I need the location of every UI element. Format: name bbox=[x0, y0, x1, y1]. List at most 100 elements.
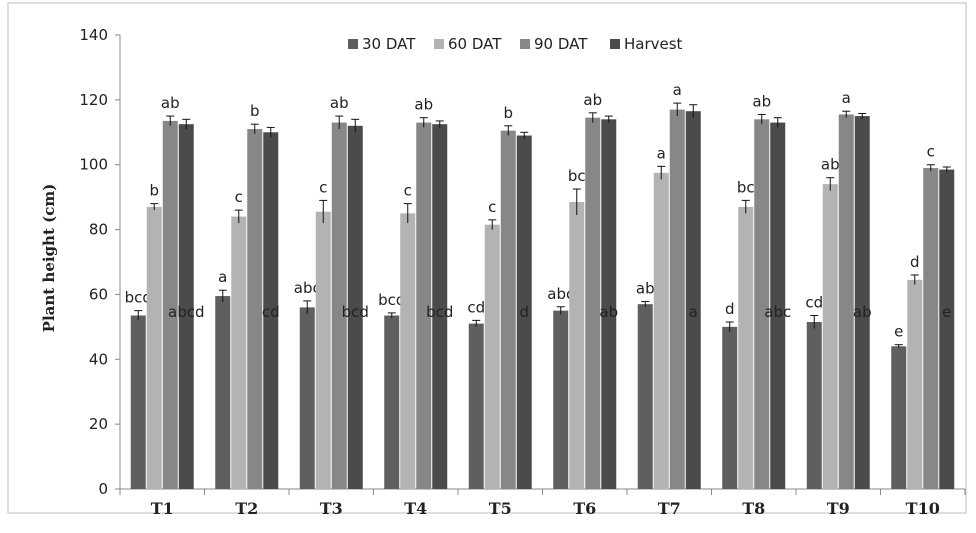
significance-label: cd bbox=[262, 303, 280, 321]
significance-label: a bbox=[218, 268, 227, 286]
significance-label: d bbox=[910, 253, 920, 271]
significance-label: abcd bbox=[168, 303, 204, 321]
x-tick-label: T5 bbox=[489, 499, 512, 518]
x-tick-label: T10 bbox=[906, 499, 940, 518]
significance-label: a bbox=[689, 303, 698, 321]
x-tick-label: T4 bbox=[404, 499, 427, 518]
significance-label: b bbox=[250, 102, 260, 120]
significance-label: a bbox=[842, 89, 851, 107]
x-tick-label: T8 bbox=[742, 499, 765, 518]
bar bbox=[601, 119, 617, 490]
x-tick-label: T9 bbox=[827, 499, 850, 518]
significance-label: bcd bbox=[125, 289, 152, 307]
bar bbox=[891, 346, 907, 489]
bar bbox=[569, 202, 585, 489]
significance-label: c bbox=[235, 188, 243, 206]
x-tick-label: T1 bbox=[151, 499, 174, 518]
bar bbox=[806, 321, 822, 489]
significance-label: ab bbox=[821, 156, 840, 174]
significance-label: bcd bbox=[342, 303, 369, 321]
bar bbox=[722, 326, 738, 489]
bar bbox=[162, 120, 178, 489]
bar bbox=[516, 135, 532, 489]
legend: 30 DAT 60 DAT 90 DAT Harvest bbox=[348, 35, 683, 53]
y-tick-label: 60 bbox=[89, 285, 108, 303]
y-tick-label: 140 bbox=[79, 26, 108, 44]
legend-label: 60 DAT bbox=[448, 35, 502, 53]
bar bbox=[854, 116, 870, 490]
bar bbox=[416, 122, 432, 490]
significance-label: a bbox=[657, 144, 666, 162]
x-tick-label: T2 bbox=[235, 499, 258, 518]
significance-label: b bbox=[503, 104, 513, 122]
y-tick-label: 40 bbox=[89, 350, 108, 368]
x-tick-label: T6 bbox=[573, 499, 596, 518]
bar bbox=[923, 167, 939, 489]
significance-label: e bbox=[942, 303, 951, 321]
significance-label: b bbox=[149, 182, 159, 200]
bar bbox=[331, 122, 347, 490]
bar bbox=[685, 111, 701, 489]
bar bbox=[838, 114, 854, 489]
significance-label: d bbox=[725, 300, 735, 318]
significance-label: cd bbox=[467, 298, 485, 316]
y-tick-label: 120 bbox=[79, 91, 108, 109]
bar bbox=[178, 124, 194, 489]
bar bbox=[585, 117, 601, 489]
bar bbox=[315, 211, 331, 489]
significance-label: cd bbox=[805, 294, 823, 312]
significance-label: bc bbox=[568, 167, 586, 185]
bar bbox=[400, 213, 416, 489]
legend-swatch bbox=[520, 39, 530, 49]
bar bbox=[384, 315, 400, 489]
significance-label: ab bbox=[636, 280, 655, 298]
significance-label: bc bbox=[737, 178, 755, 196]
bar bbox=[637, 304, 653, 489]
bar bbox=[263, 132, 279, 490]
bar bbox=[553, 310, 569, 489]
bar bbox=[484, 224, 500, 489]
significance-label: ab bbox=[330, 94, 349, 112]
significance-label: abc bbox=[764, 303, 791, 321]
x-tick-label: T7 bbox=[658, 499, 681, 518]
bar bbox=[907, 279, 923, 489]
bar bbox=[669, 109, 685, 489]
legend-label: 90 DAT bbox=[534, 35, 588, 53]
bar bbox=[939, 169, 955, 490]
significance-label: c bbox=[927, 143, 935, 161]
bar bbox=[231, 216, 247, 489]
significance-label: bcd bbox=[426, 303, 453, 321]
bar bbox=[468, 323, 484, 489]
y-axis-title: Plant height (cm) bbox=[40, 184, 58, 333]
significance-label: d bbox=[519, 303, 529, 321]
significance-label: c bbox=[488, 198, 496, 216]
bar bbox=[215, 296, 231, 489]
significance-label: abc bbox=[547, 285, 574, 303]
x-tick-label: T3 bbox=[320, 499, 343, 518]
y-tick-label: 20 bbox=[89, 415, 108, 433]
legend-swatch bbox=[348, 39, 358, 49]
significance-label: a bbox=[673, 81, 682, 99]
significance-label: e bbox=[894, 323, 903, 341]
y-tick-label: 80 bbox=[89, 221, 108, 239]
legend-label: Harvest bbox=[624, 35, 683, 53]
y-tick-label: 0 bbox=[98, 480, 108, 498]
significance-label: ab bbox=[752, 92, 771, 110]
bar bbox=[653, 172, 669, 490]
legend-label: 30 DAT bbox=[362, 35, 416, 53]
significance-label: abc bbox=[294, 279, 321, 297]
significance-label: c bbox=[404, 182, 412, 200]
legend-swatch bbox=[610, 39, 620, 49]
significance-label: c bbox=[319, 178, 327, 196]
bar bbox=[432, 124, 448, 489]
bar bbox=[299, 307, 315, 489]
bar bbox=[822, 184, 838, 489]
significance-label: ab bbox=[583, 91, 602, 109]
bar bbox=[146, 206, 162, 489]
significance-label: ab bbox=[853, 303, 872, 321]
bar bbox=[754, 119, 770, 490]
significance-label: ab bbox=[414, 96, 433, 114]
significance-label: bcd bbox=[378, 291, 405, 309]
